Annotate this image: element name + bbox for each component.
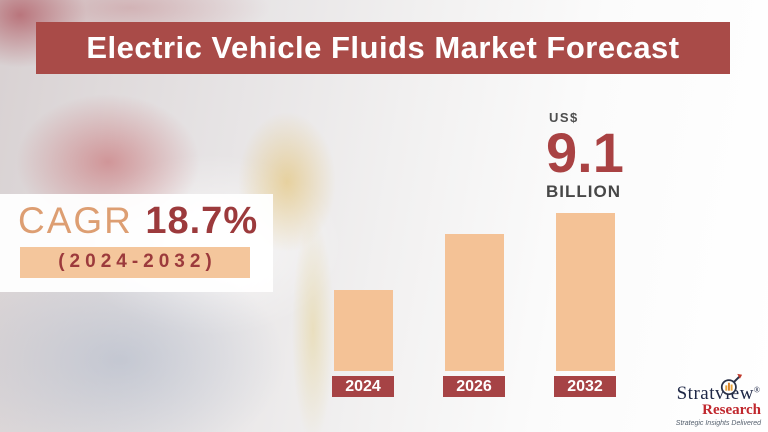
bar-category-label-2024: 2024 [332, 376, 394, 397]
annotation-unit: BILLION [546, 182, 621, 202]
stratview-logo: Stratview® Research Strategic Insights D… [645, 373, 763, 427]
registered-trademark-icon: ® [753, 385, 760, 395]
bar-2032 [555, 213, 615, 371]
bar-2024 [333, 290, 393, 371]
title-banner: Electric Vehicle Fluids Market Forecast [36, 22, 730, 74]
cagr-period-badge: (2024-2032) [20, 246, 250, 278]
magnifier-bar-chart-icon [720, 373, 743, 396]
bar-category-label-2026: 2026 [443, 376, 505, 397]
bar-column-2026: 2026 [443, 234, 505, 397]
logo-tagline: Strategic Insights Delivered [675, 420, 761, 427]
annotation-currency: US$ [549, 110, 579, 125]
bar-column-2024: 2024 [332, 290, 394, 397]
bar-2026 [444, 234, 504, 371]
cagr-period-text: (2024-2032) [58, 251, 217, 273]
logo-name-row: Stratview® [677, 373, 763, 405]
cagr-line: CAGR 18.7% [18, 200, 273, 243]
cagr-value: 18.7% [145, 200, 259, 242]
bar-chart: 2024 2026 2032 [332, 213, 616, 397]
cagr-label: CAGR [18, 200, 133, 241]
logo-division: Research [702, 402, 761, 418]
bar-category-label-2032: 2032 [554, 376, 616, 397]
annotation-value: 9.1 [546, 121, 624, 184]
peak-value-annotation: US$ 9.1 BILLION [546, 110, 624, 202]
bar-column-2032: 2032 [554, 213, 616, 397]
cagr-card: CAGR 18.7% (2024-2032) [0, 194, 273, 292]
page-title: Electric Vehicle Fluids Market Forecast [86, 30, 680, 65]
